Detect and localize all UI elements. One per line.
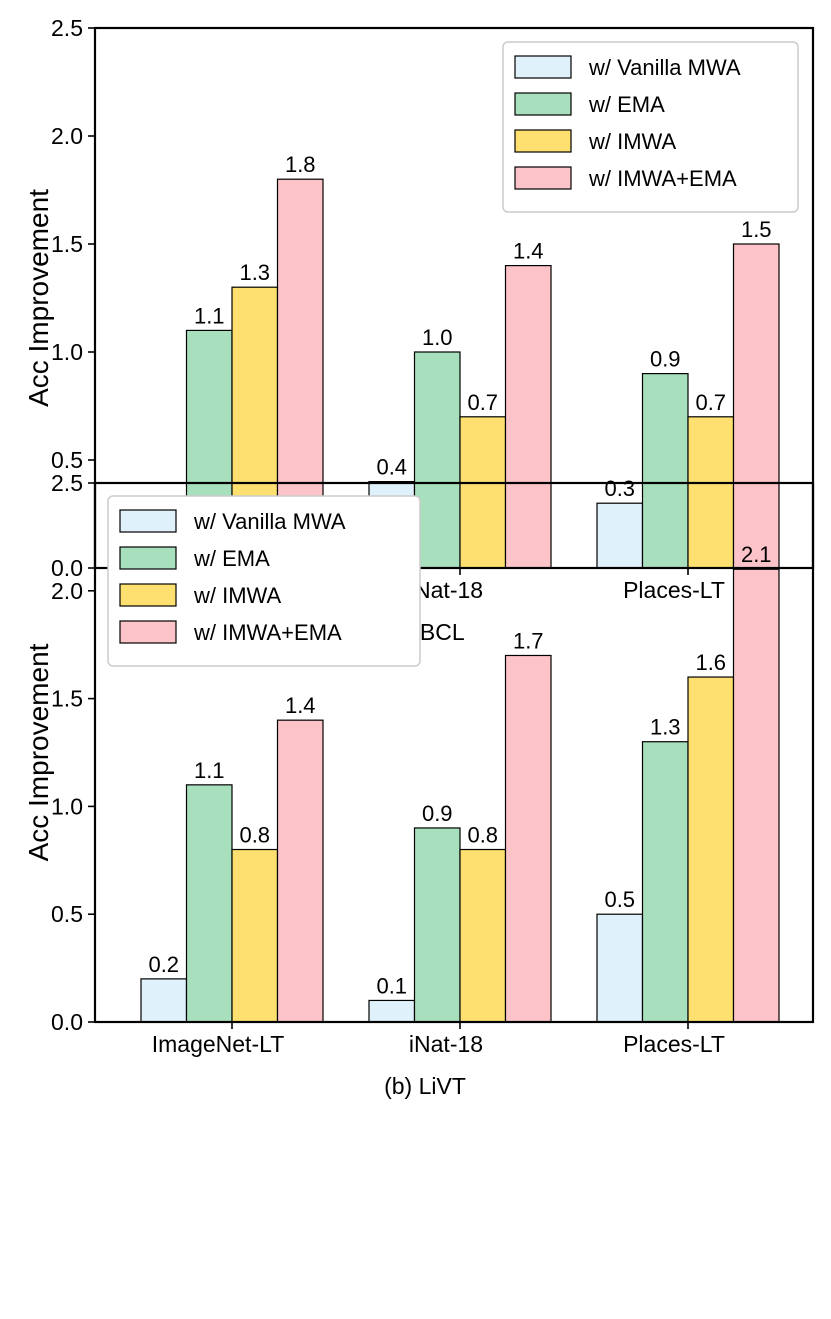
x-tick-label: ImageNet-LT [152, 1031, 285, 1057]
legend-label: w/ IMWA [193, 583, 281, 608]
legend-swatch [514, 55, 572, 79]
bar-2-places-lt-series-4 [732, 568, 780, 1023]
bar-1-inat-18-series-2 [413, 351, 461, 569]
x-tick-label: Places-LT [623, 1031, 725, 1057]
legend-swatch [119, 546, 177, 570]
bar-2-imagenet-lt-series-1 [140, 978, 188, 1023]
bar-value-label: 1.1 [194, 758, 225, 783]
x-tick-label: iNat-18 [409, 1031, 483, 1057]
bar-value-label: 0.1 [376, 973, 407, 998]
bar-value-label: 1.5 [741, 217, 772, 242]
y-tick-label: 1.0 [51, 339, 83, 365]
bar-2-inat-18-series-3 [459, 848, 507, 1023]
y-tick-label: 2.5 [51, 470, 83, 496]
legend-box [502, 41, 799, 213]
y-axis-title: Acc Improvement [23, 189, 54, 407]
y-tick-label: 2.0 [51, 123, 83, 149]
bar-value-label: 1.1 [194, 303, 225, 328]
bar-2-inat-18-series-2 [413, 827, 461, 1023]
bar-value-label: 1.3 [239, 260, 270, 285]
y-tick-label: 2.0 [51, 578, 83, 604]
legend-label: w/ Vanilla MWA [193, 509, 346, 534]
legend-label: w/ IMWA+EMA [193, 620, 342, 645]
bar-value-label: 1.8 [285, 152, 316, 177]
plot-frame [93, 481, 815, 1024]
y-axis-title: Acc Improvement [23, 643, 54, 861]
y-tick-label: 0.0 [51, 1009, 83, 1035]
bar-value-label: 1.4 [513, 239, 544, 264]
bar-1-places-lt-series-4 [732, 243, 780, 569]
bar-value-label: 1.0 [422, 325, 453, 350]
y-tick-label: 0.5 [51, 447, 83, 473]
y-tick-label: 1.5 [51, 231, 83, 257]
bar-value-label: 1.3 [650, 715, 681, 740]
bar-value-label: 0.9 [650, 347, 681, 372]
bar-1-places-lt-series-3 [687, 416, 735, 569]
legend-label: w/ EMA [193, 546, 270, 571]
bar-value-label: 0.7 [695, 390, 726, 415]
bar-2-imagenet-lt-series-3 [231, 848, 279, 1023]
x-tick-label: iNat-18 [409, 577, 483, 603]
x-tick-label: Places-LT [623, 577, 725, 603]
legend-label: w/ IMWA+EMA [588, 166, 737, 191]
bar-value-label: 0.2 [148, 952, 179, 977]
bar-1-inat-18-series-4 [504, 265, 552, 569]
bar-value-label: 0.8 [239, 823, 270, 848]
legend-swatch [119, 583, 177, 607]
bar-value-label: 0.3 [604, 476, 635, 501]
y-tick-label: 2.5 [51, 15, 83, 41]
bar-1-places-lt-series-2 [641, 373, 689, 569]
legend-swatch [119, 509, 177, 533]
bar-2-imagenet-lt-series-2 [185, 784, 233, 1023]
bar-2-places-lt-series-1 [596, 913, 644, 1023]
legend: w/ Vanilla MWA w/ EMA w/ IMWA w/ IMWA+EMA [107, 495, 421, 667]
legend-label: w/ IMWA [588, 129, 676, 154]
bar-2-places-lt-series-2 [641, 741, 689, 1023]
bar-value-label: 0.7 [467, 390, 498, 415]
chart-panel-2: 0.2 1.1 0.8 1.4 0.1 0.9 0.8 1.7 0.5 1.3 1.6 2.1 0.0 0… [23, 470, 815, 1099]
bar-2-inat-18-series-4 [504, 654, 552, 1023]
bar-2-places-lt-series-3 [687, 676, 735, 1023]
legend-swatch [119, 620, 177, 644]
y-tick-label: 0.5 [51, 901, 83, 927]
legend-label: w/ Vanilla MWA [588, 55, 741, 80]
bar-1-inat-18-series-3 [459, 416, 507, 569]
bar-2-inat-18-series-1 [368, 999, 416, 1023]
bar-value-label: 0.9 [422, 801, 453, 826]
chart-caption: (b) LiVT [384, 1073, 466, 1099]
legend-swatch [514, 92, 572, 116]
bar-1-places-lt-series-1 [596, 502, 644, 569]
y-tick-label: 0.0 [51, 555, 83, 581]
legend-swatch [514, 166, 572, 190]
bar-value-label: 1.6 [695, 650, 726, 675]
bar-value-label: 2.1 [741, 542, 772, 567]
bar-value-label: 0.4 [376, 455, 407, 480]
plot-frame [93, 26, 815, 570]
y-tick-label: 1.5 [51, 686, 83, 712]
bar-value-label: 0.8 [467, 823, 498, 848]
bar-value-label: 0.5 [604, 887, 635, 912]
y-tick-label: 1.0 [51, 793, 83, 819]
bar-value-label: 1.4 [285, 693, 316, 718]
bar-2-imagenet-lt-series-4 [276, 719, 324, 1023]
legend-label: w/ EMA [588, 92, 665, 117]
legend-box [107, 495, 421, 667]
bar-value-label: 1.7 [513, 628, 544, 653]
legend-swatch [514, 129, 572, 153]
legend: w/ Vanilla MWA w/ EMA w/ IMWA w/ IMWA+EMA [502, 41, 799, 213]
